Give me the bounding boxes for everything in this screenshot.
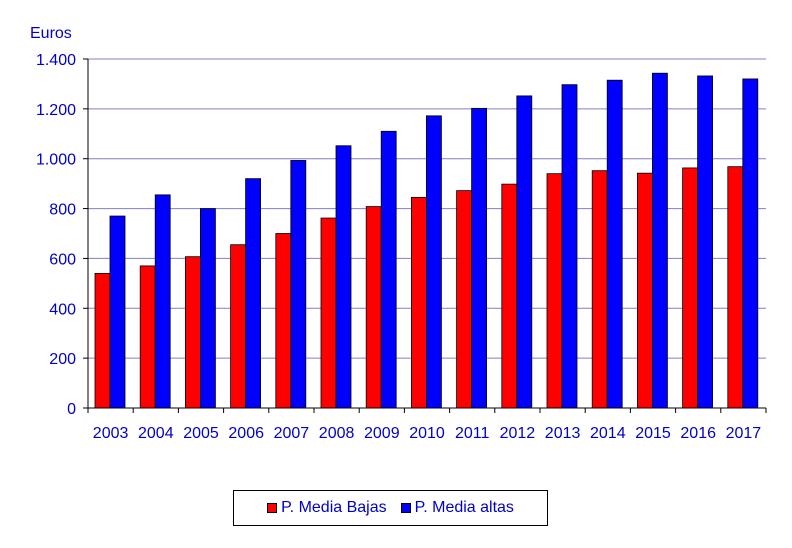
- bar-altas-2007: [290, 160, 307, 409]
- y-axis-label: Euros: [30, 25, 72, 42]
- axes: [83, 58, 767, 413]
- legend-item-bajas: P. Media Bajas: [267, 499, 387, 517]
- x-tick-label: 2008: [319, 425, 355, 442]
- bar-bajas-2017: [727, 166, 744, 409]
- bars: [94, 72, 759, 409]
- x-tick-label: 2006: [228, 425, 264, 442]
- y-tick-label: 0: [67, 401, 76, 418]
- bar-altas-2012: [516, 95, 533, 409]
- legend: P. Media Bajas P. Media altas: [233, 490, 548, 526]
- bar-altas-2017: [742, 78, 759, 409]
- bar-altas-2004: [154, 194, 171, 409]
- bar-altas-2016: [697, 75, 713, 409]
- x-tick-label: 2010: [409, 425, 445, 442]
- y-tick-label: 200: [49, 351, 76, 368]
- bar-bajas-2009: [365, 206, 382, 409]
- bar-altas-2013: [561, 84, 578, 409]
- bar-altas-2014: [606, 79, 623, 409]
- bar-altas-2005: [199, 208, 216, 409]
- bar-bajas-2014: [591, 170, 608, 409]
- x-tick-label: 2013: [545, 425, 581, 442]
- x-tick-label: 2011: [455, 425, 490, 442]
- bar-altas-2010: [425, 115, 442, 409]
- legend-item-altas: P. Media altas: [400, 499, 514, 517]
- bar-bajas-2008: [320, 217, 337, 409]
- bar-bajas-2012: [501, 183, 518, 409]
- x-tick-labels: 2003 2004 2005 2006 2007 2008 2009 2010 2011 2012…: [93, 425, 761, 442]
- x-tick-label: 2017: [726, 425, 762, 442]
- bar-altas-2008: [335, 145, 352, 409]
- legend-swatch-bajas: [267, 503, 278, 513]
- y-tick-label: 1.000: [36, 152, 76, 169]
- bar-bajas-2010: [410, 196, 427, 409]
- bar-bajas-2007: [275, 233, 292, 409]
- legend-label-bajas: P. Media Bajas: [281, 499, 387, 516]
- y-tick-label: 800: [49, 202, 76, 219]
- x-tick-label: 2015: [635, 425, 671, 442]
- bar-bajas-2016: [682, 167, 698, 409]
- x-tick-label: 2003: [93, 425, 129, 442]
- x-tick-label: 2009: [364, 425, 400, 442]
- legend-label-altas: P. Media altas: [414, 499, 514, 516]
- y-tick-label: 1.200: [36, 102, 76, 119]
- bar-altas-2009: [380, 130, 397, 409]
- bar-bajas-2003: [94, 272, 111, 409]
- x-tick-label: 2007: [274, 425, 310, 442]
- bar-bajas-2011: [456, 190, 473, 409]
- bar-bajas-2013: [546, 173, 563, 409]
- bar-bajas-2015: [637, 172, 653, 409]
- bar-bajas-2006: [230, 244, 247, 409]
- x-tick-label: 2012: [500, 425, 536, 442]
- bar-altas-2015: [652, 72, 668, 409]
- x-tick-label: 2004: [138, 425, 174, 442]
- y-tick-label: 600: [49, 251, 76, 268]
- y-tick-label: 1.400: [36, 52, 76, 69]
- legend-swatch-altas: [400, 503, 411, 513]
- bar-bajas-2005: [184, 256, 201, 409]
- bar-altas-2011: [471, 107, 488, 409]
- x-tick-label: 2014: [590, 425, 626, 442]
- bar-altas-2006: [245, 178, 262, 409]
- bar-bajas-2004: [139, 265, 156, 409]
- y-tick-labels: 0 200 400 600 800 1.000 1.200 1.400: [36, 52, 76, 418]
- x-tick-label: 2016: [680, 425, 716, 442]
- bar-altas-2003: [109, 215, 126, 409]
- x-tick-label: 2005: [183, 425, 219, 442]
- y-tick-label: 400: [49, 301, 76, 318]
